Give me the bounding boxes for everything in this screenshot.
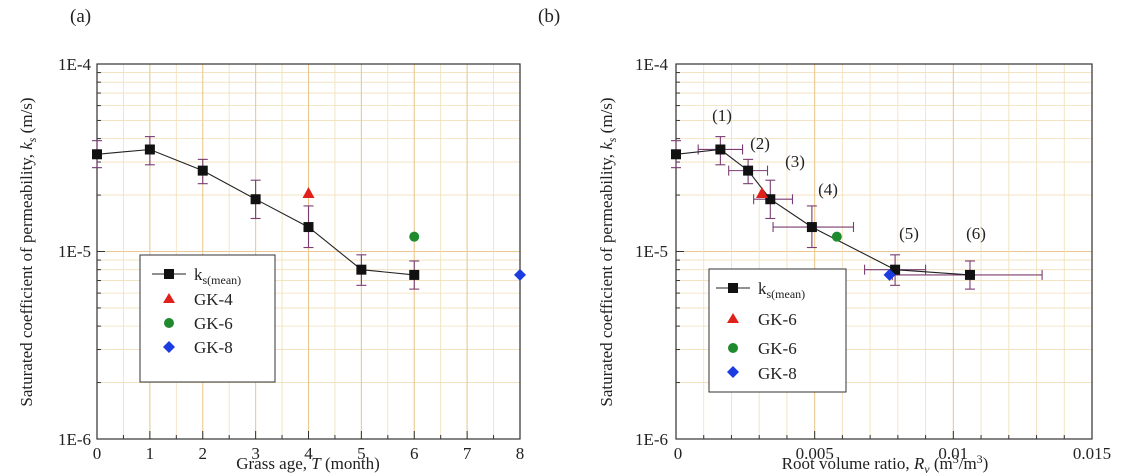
b-point-mean bbox=[671, 149, 681, 160]
panel-b-xtick-label: 0.005 bbox=[796, 444, 834, 463]
panel-a-legend-label: GK-4 bbox=[194, 290, 233, 309]
b-point-mean bbox=[715, 144, 726, 155]
panel-b-y-axis-label: Saturated coefficient of permeability, k… bbox=[597, 97, 619, 406]
a-point-mean bbox=[356, 264, 367, 275]
panel-b-legend-label: GK-8 bbox=[758, 364, 797, 383]
a-point-diamond bbox=[514, 268, 526, 281]
a-point-mean bbox=[92, 149, 102, 160]
panel-a-xtick-label: 0 bbox=[93, 444, 102, 463]
panel-b-gridlines bbox=[675, 64, 1093, 440]
panel-b: (b) (1) (2) (3) (4) (5) (6) 0 0.005 0.01… bbox=[538, 6, 1111, 475]
panel-b-legend-circle bbox=[728, 343, 738, 353]
panel-b-label: (b) bbox=[538, 6, 560, 27]
panel-b-xtick-label: 0.01 bbox=[938, 444, 968, 463]
panel-b-point-label: (4) bbox=[818, 180, 838, 199]
panel-a: (a) 0 1 2 3 4 5 6 7 8 1E-4 1E-5 1E-6 Gra… bbox=[17, 6, 526, 473]
panel-a-legend: ks(mean) GK-4 GK-6 GK-8 bbox=[139, 254, 276, 383]
panel-b-legend-label: GK-6 bbox=[758, 310, 797, 329]
panel-a-legend-square bbox=[164, 269, 174, 279]
panel-b-xtick-label: 0 bbox=[674, 444, 683, 463]
panel-a-ytick-label: 1E-6 bbox=[58, 430, 91, 449]
panel-a-xtick-label: 7 bbox=[463, 444, 472, 463]
panel-a-ytick-label: 1E-4 bbox=[58, 55, 92, 74]
panel-b-legend-triangle bbox=[727, 313, 739, 323]
a-point-mean bbox=[303, 222, 314, 233]
panel-a-xtick-label: 8 bbox=[516, 444, 525, 463]
panel-a-xtick-label: 6 bbox=[410, 444, 419, 463]
panel-b-legend-label: GK-6 bbox=[758, 339, 797, 358]
a-point-mean bbox=[409, 269, 420, 280]
panel-a-label: (a) bbox=[70, 6, 91, 27]
b-point-mean bbox=[743, 165, 754, 176]
panel-a-legend-label: ks(mean) bbox=[194, 265, 241, 287]
panel-a-xtick-label: 4 bbox=[304, 444, 313, 463]
a-point-mean bbox=[197, 165, 208, 176]
b-point-mean bbox=[964, 269, 975, 280]
panel-a-legend-circle bbox=[164, 318, 174, 328]
panel-a-legend-diamond bbox=[163, 341, 175, 353]
panel-b-point-label: (3) bbox=[785, 152, 805, 171]
panel-b-x-axis-label: Root volume ratio, Rv (m3/m3) bbox=[782, 452, 989, 475]
panel-b-legend-diamond bbox=[727, 366, 739, 378]
panel-b-error-bars bbox=[671, 136, 1043, 290]
panel-a-legend-triangle bbox=[163, 293, 175, 303]
panel-b-legend-square bbox=[728, 283, 738, 293]
panel-a-legend-box bbox=[139, 254, 276, 383]
b-point-mean bbox=[765, 194, 776, 205]
panel-a-legend-label: GK-8 bbox=[194, 338, 233, 357]
panel-a-xtick-label: 3 bbox=[251, 444, 260, 463]
panel-b-xtick-label: 0.015 bbox=[1073, 444, 1111, 463]
a-point-mean bbox=[250, 194, 261, 205]
panel-b-legend-label: ks(mean) bbox=[758, 279, 805, 301]
b-point-mean bbox=[806, 222, 817, 233]
panel-b-point-label: (6) bbox=[966, 224, 986, 243]
panel-b-markers bbox=[671, 144, 975, 281]
panel-a-x-axis-label: Grass age, T (month) bbox=[236, 454, 380, 473]
panel-b-legend: ks(mean) GK-6 GK-6 GK-8 bbox=[708, 268, 847, 393]
panel-b-point-label: (2) bbox=[750, 134, 770, 153]
panel-a-markers bbox=[92, 144, 526, 281]
panel-a-legend-label: GK-6 bbox=[194, 314, 233, 333]
panel-a-y-axis-label: Saturated coefficient of permeability, k… bbox=[17, 97, 39, 406]
panel-a-gridlines bbox=[96, 64, 521, 440]
b-point-mean bbox=[890, 264, 901, 275]
panel-b-ticks bbox=[675, 72, 1093, 440]
panel-a-xtick-label: 5 bbox=[357, 444, 366, 463]
a-point-circle bbox=[409, 231, 420, 242]
panel-a-ytick-label: 1E-5 bbox=[58, 242, 91, 261]
panel-b-ytick-label: 1E-4 bbox=[635, 55, 669, 74]
panel-a-xtick-label: 1 bbox=[146, 444, 155, 463]
panel-b-point-label: (1) bbox=[712, 106, 732, 125]
panel-a-xtick-label: 2 bbox=[199, 444, 208, 463]
a-point-mean bbox=[144, 144, 155, 155]
panel-b-point-label: (5) bbox=[899, 224, 919, 243]
panel-a-ticks bbox=[96, 72, 521, 440]
b-point-triangle bbox=[755, 187, 768, 199]
panel-b-ytick-label: 1E-6 bbox=[635, 430, 668, 449]
b-point-diamond bbox=[883, 268, 896, 281]
b-point-circle bbox=[831, 231, 842, 242]
panel-b-ytick-label: 1E-5 bbox=[635, 242, 668, 261]
a-point-triangle bbox=[302, 187, 315, 199]
